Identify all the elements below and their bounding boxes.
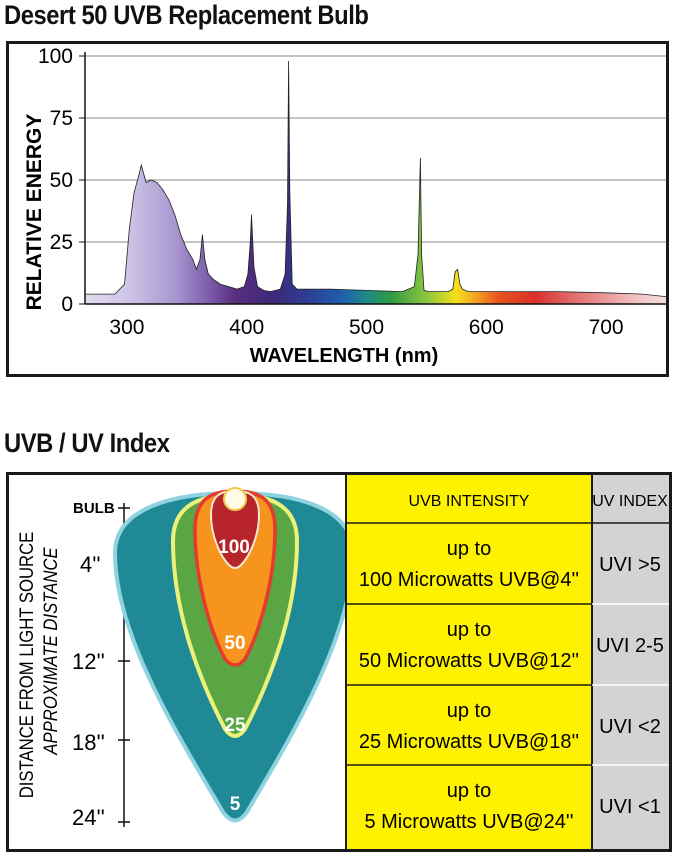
zone-label-5: 5	[230, 794, 241, 815]
row-1-line1: up to	[447, 538, 491, 560]
x-tick-label: 300	[109, 316, 144, 339]
distance-axis-subtitle: APPROXIMATE DISTANCE	[40, 546, 61, 755]
table-grid	[345, 475, 669, 849]
spectrum-area	[85, 61, 666, 304]
row-4-line1: up to	[447, 780, 491, 802]
x-axis-label: WAVELENGTH (nm)	[250, 345, 439, 367]
zone-100	[209, 489, 261, 569]
header-uvb-intensity: UVB INTENSITY	[409, 493, 530, 510]
row-1-line2: 100 Microwatts UVB@4''	[359, 569, 579, 591]
table-row: up to 5 Microwatts UVB@24'' UVI <1	[364, 780, 660, 833]
x-tick-label: 500	[349, 316, 384, 339]
spectrum-line	[85, 60, 666, 297]
row-3-line2: 25 Microwatts UVB@18''	[359, 731, 579, 753]
distance-label-18: 18''	[72, 730, 105, 755]
index-column	[592, 475, 669, 849]
row-dividers	[346, 603, 669, 766]
chart-title: Desert 50 UVB Replacement Bulb	[4, 0, 369, 30]
distance-label-12: 12''	[72, 649, 105, 674]
distance-axis-title: DISTANCE FROM LIGHT SOURCE	[16, 532, 37, 799]
row-1-index: UVI >5	[599, 554, 661, 576]
spectrum-panel: 0 25 50 75 100 300 400 500 600 700 RELATIVE ENERG…	[6, 41, 669, 377]
zone-label-25: 25	[224, 715, 246, 736]
spectrum-chart: 0 25 50 75 100 300 400 500 600 700 RELATIVE ENERG…	[23, 45, 666, 367]
distance-label-24: 24''	[72, 805, 105, 830]
x-tick-label: 700	[589, 316, 624, 339]
table-row: up to 100 Microwatts UVB@4'' UVI >5	[359, 538, 661, 591]
intensity-column	[346, 475, 592, 849]
table-row: up to 25 Microwatts UVB@18'' UVI <2	[359, 700, 661, 753]
row-3-index: UVI <2	[599, 716, 661, 738]
distance-label-4: 4''	[80, 552, 101, 577]
zone-label-100: 100	[218, 537, 250, 558]
row-4-index: UVI <1	[599, 796, 661, 818]
row-2-line1: up to	[447, 619, 491, 641]
y-tick-label: 25	[50, 231, 73, 254]
bulb-label: BULB	[73, 500, 115, 517]
zone-label-50: 50	[224, 633, 245, 654]
row-3-line1: up to	[447, 700, 491, 722]
bulb-icon	[223, 487, 247, 511]
row-2-line2: 50 Microwatts UVB@12''	[359, 650, 579, 672]
uv-index-title: UVB / UV Index	[4, 428, 170, 458]
row-4-line2: 5 Microwatts UVB@24''	[364, 811, 573, 833]
y-tick-label: 100	[38, 45, 73, 68]
y-tick-label: 75	[50, 107, 73, 130]
uvb-zones	[112, 487, 356, 823]
y-tick-label: 0	[61, 293, 73, 316]
uv-index-diagram: DISTANCE FROM LIGHT SOURCE APPROXIMATE D…	[16, 475, 669, 849]
table-row: up to 50 Microwatts UVB@12'' UVI 2-5	[359, 619, 664, 672]
header-uv-index: UV INDEX	[592, 493, 668, 510]
uv-index-panel: DISTANCE FROM LIGHT SOURCE APPROXIMATE D…	[6, 472, 672, 852]
y-tick-label: 50	[50, 169, 73, 192]
x-tick-label: 400	[229, 316, 264, 339]
x-tick-label: 600	[469, 316, 504, 339]
row-2-index: UVI 2-5	[596, 635, 664, 657]
y-axis-label: RELATIVE ENERGY	[23, 114, 46, 311]
